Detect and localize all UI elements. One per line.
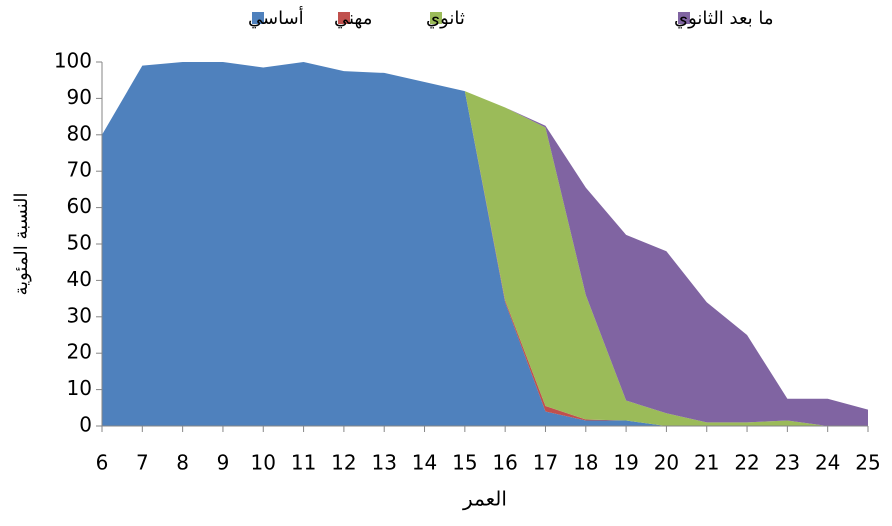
x-tick-label: 21: [694, 451, 719, 475]
x-tick-label: 7: [136, 451, 149, 475]
y-axis-label: النسبة المئوية: [11, 192, 32, 295]
x-tick-label: 24: [815, 451, 840, 475]
y-tick-label: 50: [67, 231, 92, 255]
x-tick-label: 11: [291, 451, 316, 475]
x-tick-label: 18: [573, 451, 598, 475]
x-tick-label: 17: [533, 451, 558, 475]
legend-label: مهني: [334, 8, 372, 29]
legend-swatch: [338, 12, 350, 24]
y-tick-label: 100: [54, 49, 92, 73]
y-tick-label: 70: [67, 158, 92, 182]
y-tick-label: 60: [67, 194, 92, 218]
x-tick-label: 19: [613, 451, 638, 475]
y-tick-label: 90: [67, 85, 92, 109]
x-tick-label: 6: [96, 451, 109, 475]
legend-label: أساسي: [248, 6, 304, 29]
x-tick-label: 9: [217, 451, 230, 475]
x-tick-label: 15: [452, 451, 477, 475]
x-tick-label: 8: [176, 451, 189, 475]
y-tick-label: 10: [67, 376, 92, 400]
x-tick-label: 16: [492, 451, 517, 475]
y-tick-label: 40: [67, 267, 92, 291]
x-axis-label: العمر: [462, 487, 507, 511]
y-tick-label: 20: [67, 340, 92, 364]
x-tick-label: 13: [371, 451, 396, 475]
y-tick-label: 30: [67, 303, 92, 327]
legend-swatch: [430, 12, 442, 24]
legend-label: ثانوي: [426, 8, 465, 29]
x-tick-label: 25: [855, 451, 880, 475]
y-tick-label: 0: [79, 413, 92, 437]
legend-label: ما بعد الثانوي: [674, 8, 774, 29]
x-tick-label: 23: [775, 451, 800, 475]
legend-swatch: [252, 12, 264, 24]
x-tick-label: 14: [412, 451, 437, 475]
area: [102, 62, 868, 426]
area: [102, 62, 868, 426]
legend-swatch: [678, 12, 690, 24]
x-tick-label: 12: [331, 451, 356, 475]
x-tick-label: 10: [251, 451, 276, 475]
area: [102, 62, 868, 426]
y-tick-label: 80: [67, 121, 92, 145]
x-tick-label: 22: [734, 451, 759, 475]
x-tick-label: 20: [654, 451, 679, 475]
